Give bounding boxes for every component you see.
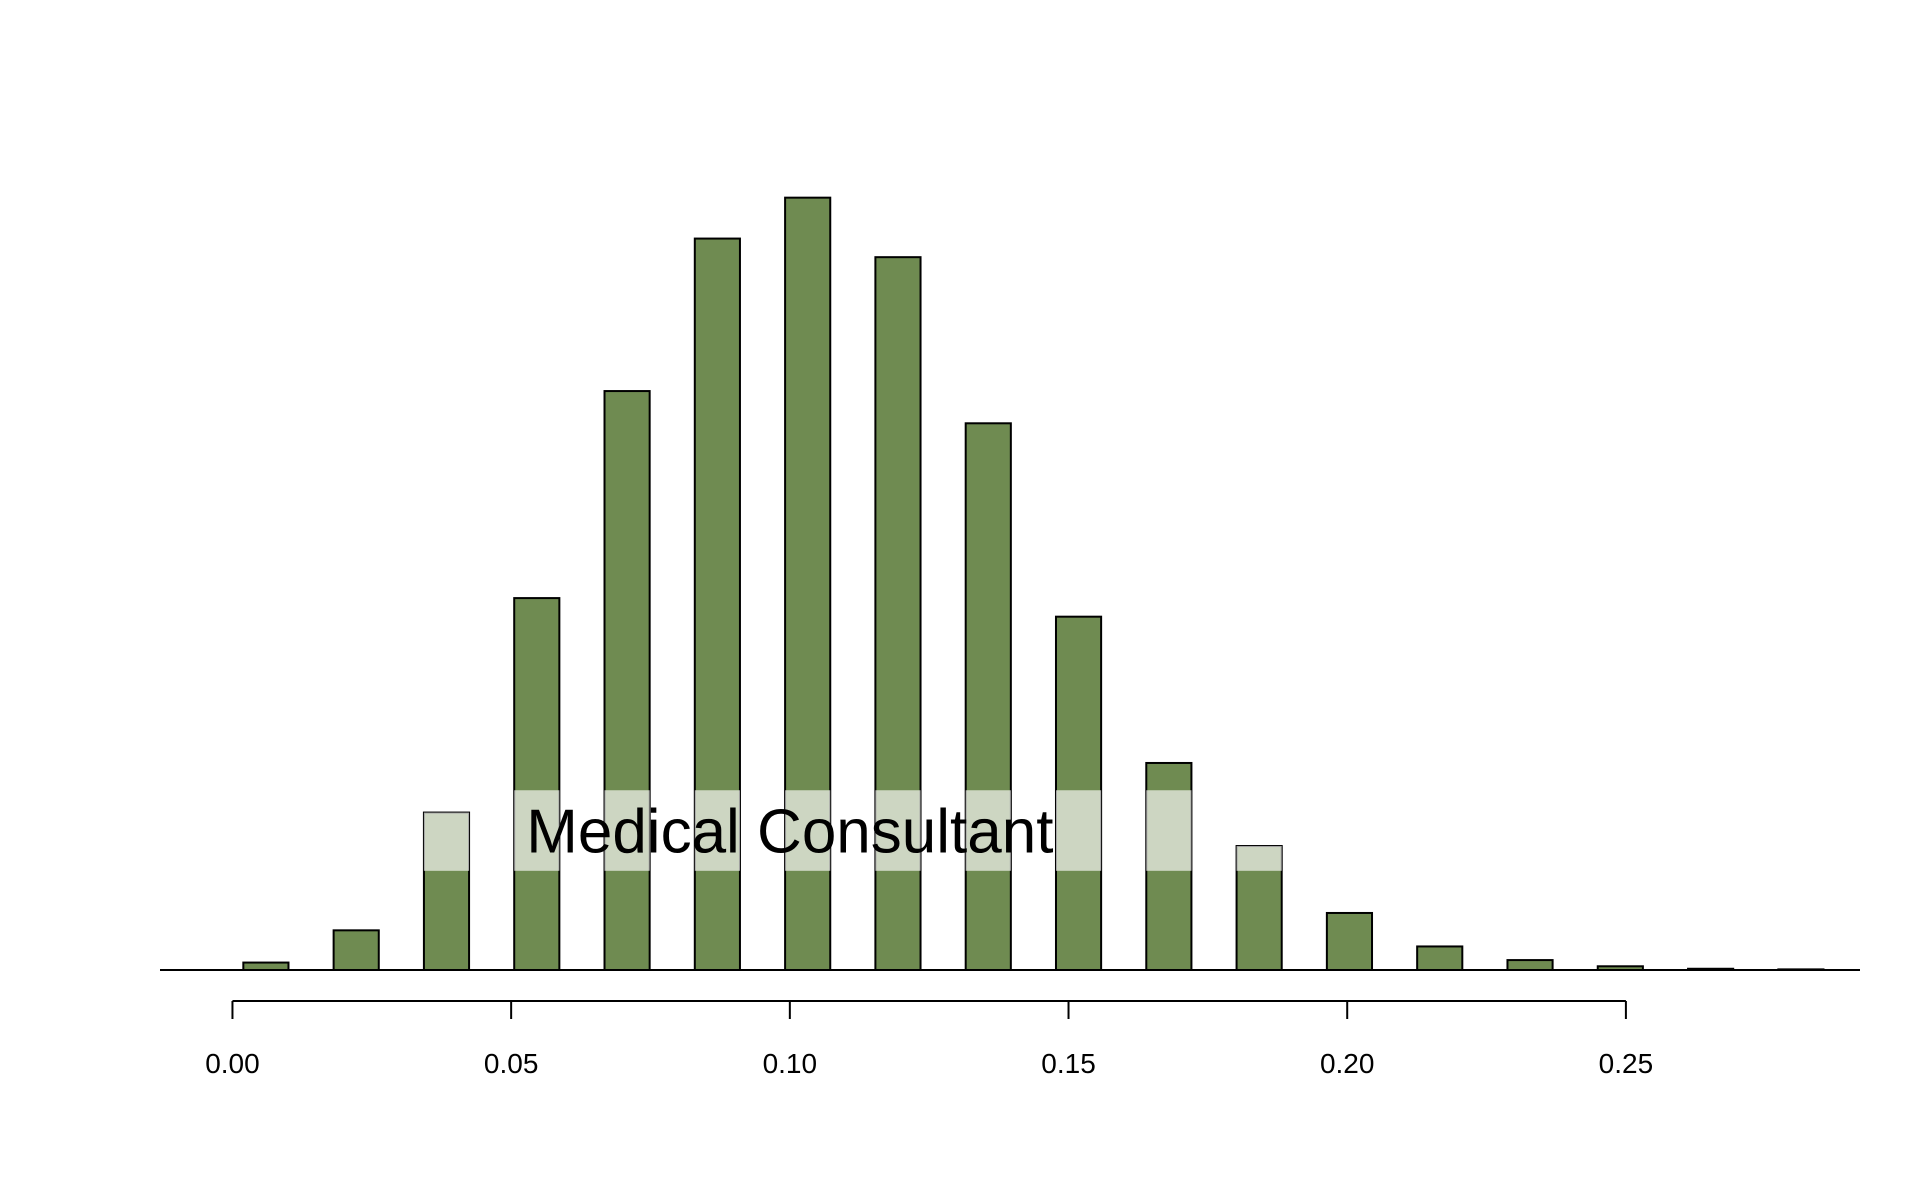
x-axis-tick-label: 0.20 bbox=[1320, 1048, 1375, 1079]
annotation-highlight-box bbox=[1055, 790, 1102, 871]
histogram-bar bbox=[332, 929, 380, 972]
histogram-bar bbox=[1325, 911, 1374, 971]
annotation-highlight-boxes bbox=[423, 790, 1282, 871]
x-axis-ticks: 0.00 0.05 0.10 0.15 0.20 0.25 bbox=[205, 1001, 1653, 1079]
histogram-bar bbox=[964, 422, 1012, 972]
annotation-highlight-box bbox=[785, 790, 831, 871]
annotation-overlay: Medical Consultant bbox=[423, 790, 1282, 871]
histogram-bar bbox=[1506, 959, 1554, 972]
annotation-label: Medical Consultant bbox=[526, 798, 1053, 867]
histogram-bar bbox=[603, 390, 651, 971]
annotation-highlight-box bbox=[965, 790, 1011, 871]
annotation-highlight-box bbox=[604, 790, 650, 871]
annotation-highlight-box bbox=[1236, 846, 1282, 871]
x-axis-tick-label: 0.00 bbox=[205, 1048, 260, 1079]
annotation-highlight-box bbox=[423, 812, 470, 871]
annotation-highlight-box bbox=[514, 790, 560, 871]
histogram-bar bbox=[513, 597, 561, 972]
annotation-highlight-box bbox=[875, 790, 921, 871]
annotation-highlight-box bbox=[694, 790, 740, 871]
x-axis-tick-label: 0.10 bbox=[763, 1048, 818, 1079]
histogram-bar bbox=[242, 961, 290, 971]
x-axis-tick-label: 0.25 bbox=[1599, 1048, 1654, 1079]
x-axis-tick-label: 0.15 bbox=[1041, 1048, 1096, 1079]
x-axis-tick-label: 0.05 bbox=[484, 1048, 539, 1079]
x-axis: 0.00 0.05 0.10 0.15 0.20 0.25 bbox=[205, 1000, 1653, 1079]
annotation-highlight-box bbox=[1146, 790, 1192, 871]
histogram-bar bbox=[1416, 945, 1464, 972]
